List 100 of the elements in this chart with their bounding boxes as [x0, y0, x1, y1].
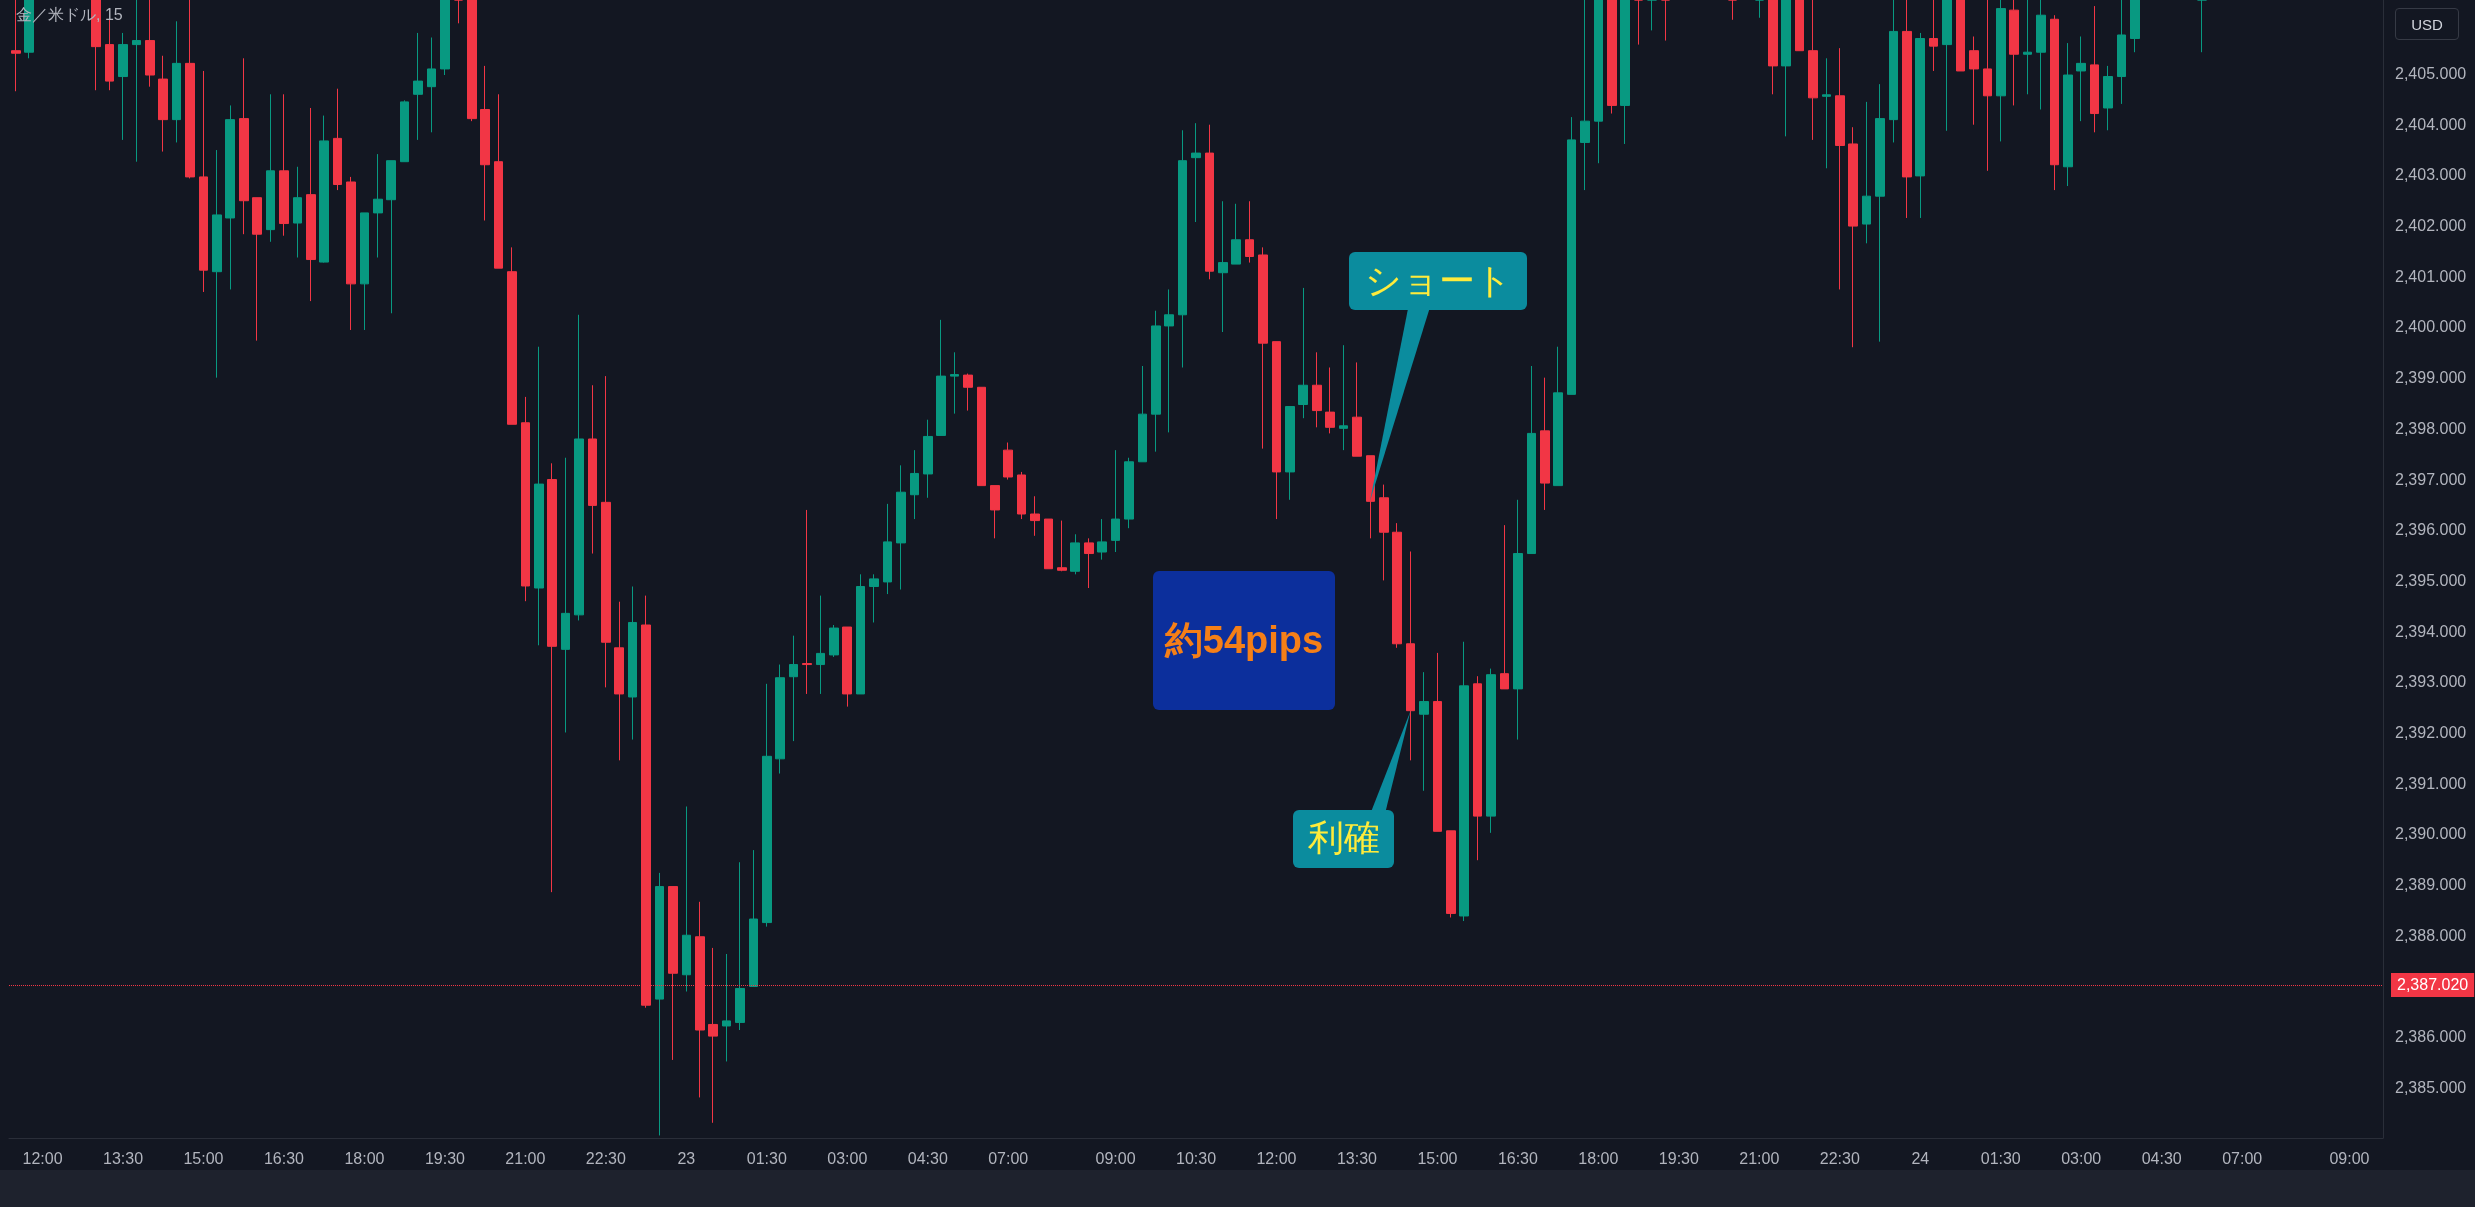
candlestick — [1942, 0, 1952, 132]
candlestick — [2050, 14, 2059, 191]
candlestick — [923, 419, 933, 499]
candlestick — [1178, 129, 1187, 369]
candlestick — [1097, 518, 1107, 561]
candlestick — [722, 953, 731, 1062]
candlestick — [333, 88, 342, 191]
candlestick — [1339, 344, 1348, 451]
candlestick — [1285, 406, 1295, 501]
x-tick-label: 15:00 — [183, 1149, 224, 1167]
candlestick — [1070, 533, 1080, 575]
candlestick — [105, 19, 114, 91]
candlestick — [1325, 367, 1335, 434]
candlestick — [1392, 522, 1402, 649]
candlestick — [1500, 524, 1509, 690]
candlestick — [252, 197, 262, 342]
candlestick — [1594, 0, 1603, 164]
y-tick-label: 2,393.000 — [2395, 673, 2467, 691]
candlestick — [360, 212, 369, 331]
candlestick — [145, 0, 155, 88]
x-tick-label: 01:30 — [1980, 1149, 2021, 1167]
candlestick — [910, 449, 919, 520]
candlestick — [212, 149, 222, 379]
candlestick — [1124, 457, 1134, 529]
x-tick-label: 13:30 — [102, 1149, 144, 1167]
annotation: ショート — [1349, 252, 1528, 311]
candlestick — [977, 386, 986, 487]
x-tick-label: 04:30 — [907, 1149, 948, 1167]
x-tick-label: 18:00 — [1578, 1149, 1619, 1167]
x-tick-label: 03:00 — [2061, 1149, 2102, 1167]
candlestick — [1875, 83, 1885, 343]
candlestick — [239, 57, 249, 235]
y-tick-label: 2,385.000 — [2395, 1078, 2467, 1096]
candlestick — [1983, 0, 1992, 172]
candlestick — [1084, 537, 1094, 589]
y-tick-label: 2,386.000 — [2395, 1028, 2467, 1046]
y-tick-label: 2,402.000 — [2395, 217, 2467, 235]
x-tick-label: 12:00 — [22, 1149, 63, 1167]
x-tick-label: 19:30 — [1658, 1149, 1699, 1167]
candlestick — [1620, 0, 1630, 145]
x-tick-label: 21:00 — [505, 1149, 546, 1167]
candlestick — [1030, 495, 1040, 537]
candlestick — [1634, 0, 1643, 46]
candlestick — [1245, 200, 1254, 264]
candlestick — [1822, 57, 1831, 169]
candlestick — [1459, 641, 1469, 922]
candlestick — [735, 861, 745, 1031]
x-tick-label: 13:30 — [1336, 1149, 1378, 1167]
x-tick-label: 01:30 — [746, 1149, 787, 1167]
candlestick — [427, 37, 436, 133]
candlestick — [601, 375, 611, 688]
candlestick — [1379, 484, 1389, 581]
candlestick — [1138, 365, 1147, 463]
candlestick — [1352, 361, 1362, 457]
candlestick — [521, 396, 530, 602]
candlestick — [2009, 0, 2019, 106]
candlestick — [1915, 32, 1925, 219]
candlestick — [1540, 377, 1550, 511]
candlestick — [1728, 0, 1737, 21]
candlestick — [1003, 442, 1013, 481]
candlestick — [1607, 0, 1617, 115]
candlestick — [775, 664, 785, 775]
candlestick — [1446, 830, 1456, 918]
candlestick — [1017, 471, 1026, 520]
y-tick-label: 2,396.000 — [2395, 521, 2467, 539]
candlestick — [306, 107, 316, 302]
candlestick — [1057, 520, 1067, 572]
candlestick — [950, 351, 959, 415]
candlestick — [1661, 0, 1670, 42]
x-tick-label: 21:00 — [1739, 1149, 1780, 1167]
candlestick — [1258, 246, 1268, 450]
x-tick-label: 15:00 — [1417, 1149, 1458, 1167]
candlestick — [1795, 0, 1804, 52]
candlestick — [655, 872, 664, 1136]
candlestick — [2130, 0, 2140, 53]
y-tick-label: 2,395.000 — [2395, 571, 2467, 589]
candlestick — [1768, 0, 1778, 95]
candlestick — [2063, 42, 2073, 187]
x-tick-label: 07:00 — [988, 1149, 1029, 1167]
candlestick — [547, 462, 557, 893]
candlestick — [829, 624, 839, 658]
x-tick-label: 04:30 — [2141, 1149, 2182, 1167]
candlestick — [400, 99, 409, 163]
candlestick — [118, 32, 128, 141]
candlestick — [346, 176, 356, 331]
candlestick — [1406, 551, 1415, 761]
candlestick — [1298, 287, 1308, 419]
candlestick — [1996, 0, 2006, 142]
x-tick-label: 16:30 — [263, 1149, 305, 1167]
x-tick-label: 22:30 — [585, 1149, 626, 1167]
annotation: 利確 — [1293, 809, 1395, 868]
candlestick — [990, 485, 1000, 539]
candlestick — [373, 153, 383, 259]
candlestick — [225, 104, 235, 290]
x-tick-label: 18:00 — [344, 1149, 385, 1167]
candlestick — [534, 346, 544, 646]
candlestick — [507, 246, 517, 425]
candlestick — [1473, 675, 1482, 861]
candlestick — [896, 464, 906, 591]
y-tick-label: 2,405.000 — [2395, 65, 2467, 82]
